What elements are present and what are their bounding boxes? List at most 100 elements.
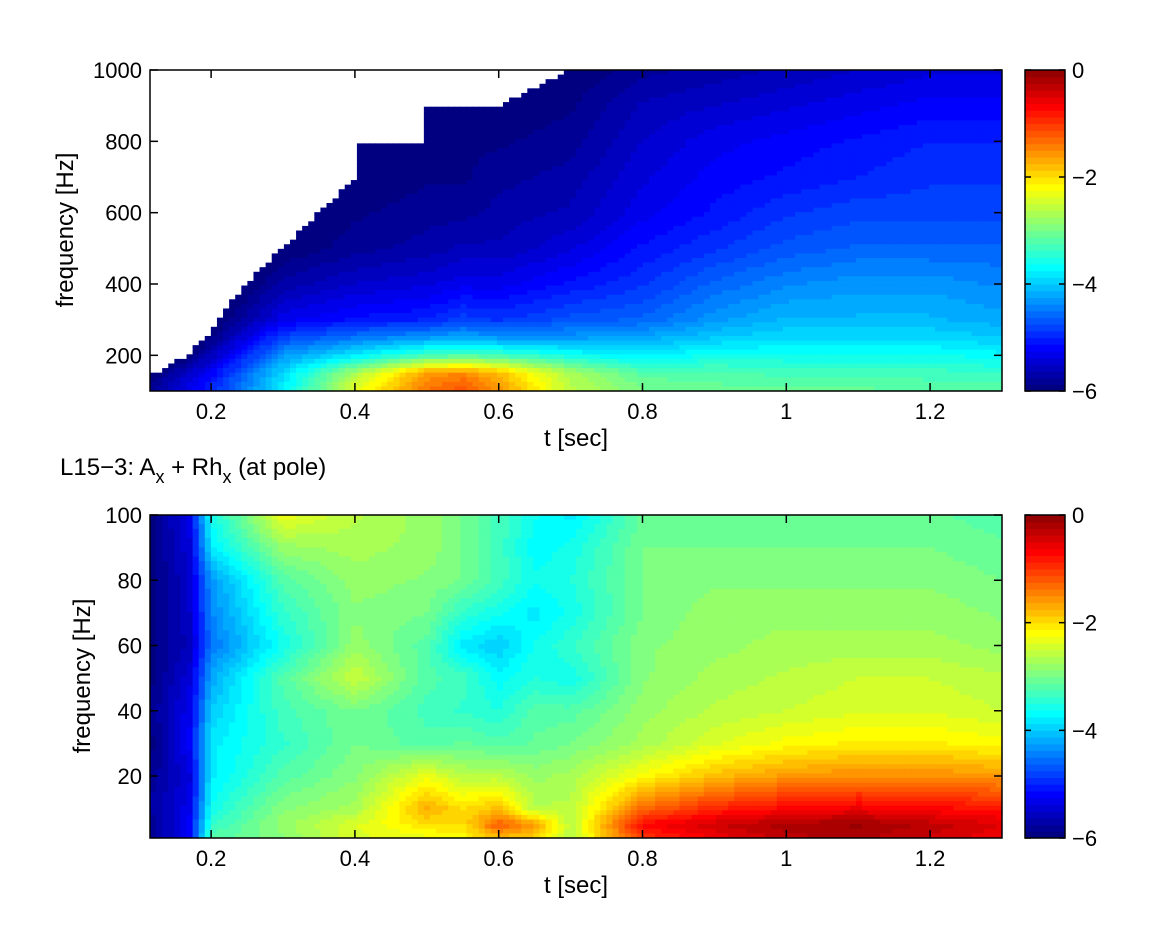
heatmap-cell [770,225,778,232]
heatmap-cell [363,157,370,163]
heatmap-cell [636,157,644,163]
heatmap-cell [478,102,486,108]
heatmap-cell [618,157,626,163]
heatmap-cell [600,180,608,186]
heatmap-cell [484,157,492,163]
heatmap-cell [320,92,328,99]
heatmap-cell [521,207,528,213]
heatmap-cell [210,152,218,158]
heatmap-cell [576,202,583,209]
heatmap-cell [594,157,601,163]
heatmap-cell [722,193,729,199]
heatmap-cell [314,221,321,227]
heatmap-cell [417,88,425,94]
heatmap-cell [436,207,443,213]
heatmap-cell [442,120,449,126]
heatmap-cell [308,152,315,158]
heatmap-cell [904,202,912,209]
heatmap-cell [849,161,857,167]
heatmap-cell [168,230,175,236]
heatmap-cell [296,129,303,135]
heatmap-cell [320,184,328,190]
heatmap-cell [472,207,480,213]
heatmap-cell [642,202,650,209]
heatmap-cell [204,97,212,103]
heatmap-cell [892,79,900,85]
heatmap-cell [460,189,468,195]
heatmap-cell [776,221,784,227]
heatmap-cell [715,97,723,103]
heatmap-cell [880,180,887,186]
heatmap-cell [186,83,194,89]
heatmap-cell [618,147,626,154]
heatmap-cell [813,170,821,177]
heatmap-cell [728,138,735,144]
heatmap-cell [849,184,857,190]
heatmap-cell [338,184,346,190]
heatmap-cell [545,147,553,154]
heatmap-cell [563,230,571,236]
heatmap-cell [150,170,157,177]
heatmap-cell [965,102,973,108]
heatmap-cell [983,157,991,163]
heatmap-cell [381,157,388,163]
heatmap-cell [758,88,766,94]
heatmap-cell [198,225,206,232]
heatmap-cell [582,129,589,135]
heatmap-cell [216,129,224,135]
heatmap-cell [344,161,352,167]
heatmap-cell [618,134,626,140]
heatmap-cell [667,202,674,209]
heatmap-cell [192,207,200,213]
heatmap-cell [849,102,857,108]
heatmap-cell [436,212,443,218]
heatmap-cell [344,180,352,186]
heatmap-cell [606,184,614,190]
heatmap-cell [539,180,547,186]
heatmap-cell [174,88,182,94]
heatmap-cell [825,212,833,218]
heatmap-cell [661,225,668,232]
heatmap-cell [162,70,169,76]
heatmap-cell [302,79,309,85]
heatmap-cell [521,212,528,218]
heatmap-cell [868,152,875,158]
heatmap-cell [862,161,869,167]
heatmap-cell [916,198,924,204]
heatmap-cell [515,92,522,99]
heatmap-cell [502,170,510,177]
heatmap-cell [825,207,833,213]
heatmap-cell [496,106,504,112]
heatmap-cell [174,106,182,112]
heatmap-cell [770,88,778,94]
heatmap-cell [953,161,960,167]
heatmap-cell [855,198,863,204]
heatmap-cell [223,193,230,199]
heatmap-cell [740,92,747,99]
heatmap-cell [703,166,711,172]
heatmap-cell [928,115,936,122]
heatmap-cell [941,202,948,209]
heatmap-cell [576,106,583,112]
heatmap-cell [289,216,297,222]
heatmap-cell [472,125,480,131]
heatmap-cell [789,102,796,108]
heatmap-cell [569,198,577,204]
heatmap-cell [576,129,583,135]
heatmap-cell [740,198,747,204]
heatmap-cell [174,193,182,199]
heatmap-cell [417,70,425,76]
heatmap-cell [265,216,273,222]
heatmap-cell [204,111,212,117]
heatmap-cell [478,83,486,89]
heatmap-cell [849,193,857,199]
heatmap-cell [515,134,522,140]
heatmap-cell [813,83,821,89]
heatmap-cell [223,202,230,209]
heatmap-cell [326,221,334,227]
heatmap-cell [484,102,492,108]
heatmap-cell [521,125,528,131]
heatmap-cell [429,143,437,149]
heatmap-cell [685,106,693,112]
heatmap-cell [363,106,370,112]
